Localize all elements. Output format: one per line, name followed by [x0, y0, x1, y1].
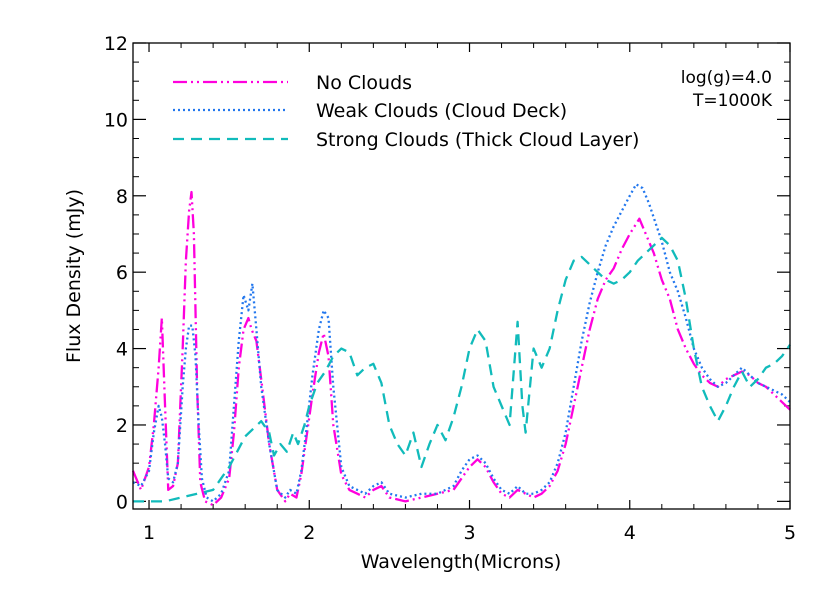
annotation-temperature: T=1000K	[692, 91, 773, 111]
series-line-weak-clouds	[132, 183, 791, 503]
legend-label-no-clouds: No Clouds	[316, 72, 412, 94]
y-tick-label: 12	[104, 33, 128, 55]
x-tick-label: 1	[143, 522, 155, 544]
x-axis-label: Wavelength(Microns)	[361, 551, 562, 573]
x-tick-label: 3	[463, 522, 475, 544]
y-tick-label: 6	[116, 262, 128, 284]
y-tick-label: 8	[116, 186, 128, 208]
series-line-strong-clouds	[133, 236, 791, 503]
y-tick-label: 0	[116, 491, 128, 513]
x-tick-label: 2	[303, 522, 315, 544]
plot-frame	[132, 42, 791, 510]
legend: No Clouds Weak Clouds (Cloud Deck) Stron…	[173, 72, 639, 151]
series-line-no-clouds	[131, 190, 791, 507]
legend-label-weak-clouds: Weak Clouds (Cloud Deck)	[316, 100, 567, 122]
series-lines	[131, 183, 791, 507]
x-tick-label: 5	[784, 522, 796, 544]
annotation-log-g: log(g)=4.0	[681, 68, 772, 88]
y-axis-label: Flux Density (mJy)	[63, 189, 85, 363]
y-tick-label: 4	[116, 339, 128, 361]
x-tick-label: 4	[624, 522, 636, 544]
y-tick-label: 10	[104, 109, 128, 131]
y-tick-label: 2	[116, 415, 128, 437]
legend-label-strong-clouds: Strong Clouds (Thick Cloud Layer)	[316, 129, 639, 151]
